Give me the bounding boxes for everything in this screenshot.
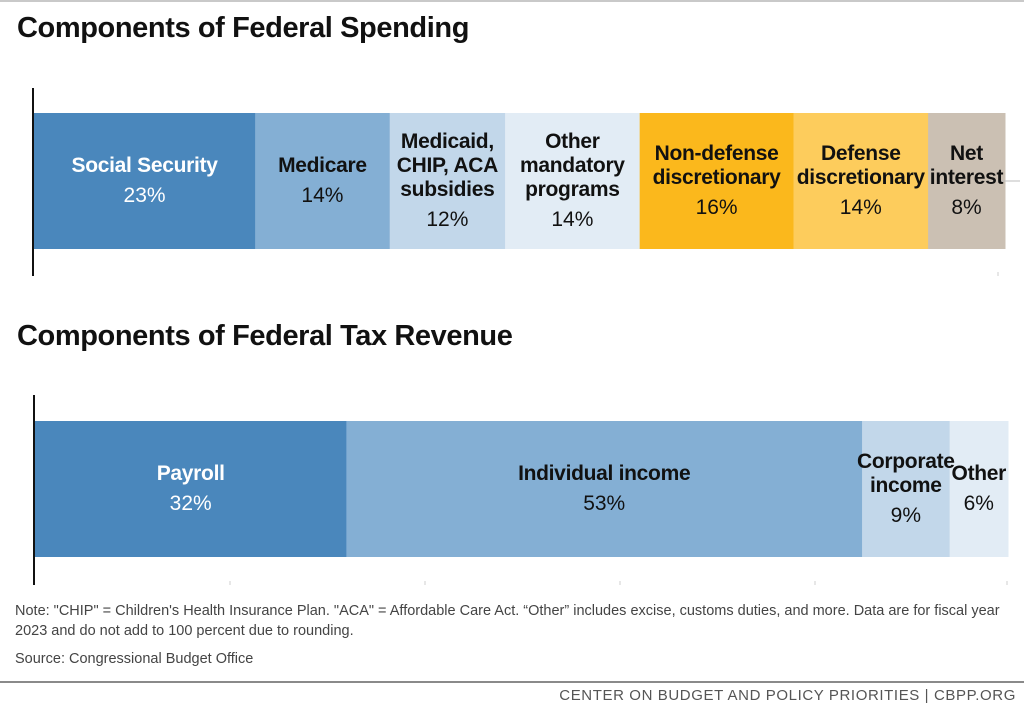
segment-name-line: CHIP, ACA [396, 154, 498, 177]
segment-name: Individual income [518, 462, 691, 486]
spending-segment-7 [928, 113, 1006, 249]
segment-name-line: discretionary [796, 166, 925, 189]
segment-value-label: 9% [890, 504, 921, 527]
segment-name-line: Payroll [156, 462, 225, 485]
segment-name: Payroll [157, 462, 225, 486]
chart-source: Source: Congressional Budget Office [15, 651, 254, 667]
segment-name-line: mandatory [520, 154, 625, 177]
revenue-stacked-bar-chart: Payroll 32% Individual income 53% Corporate i… [0, 395, 1024, 585]
revenue-segment-1 [35, 421, 347, 557]
segment-name: Net interest [929, 142, 1004, 190]
segment-name-line: Other [951, 462, 1007, 485]
segment-value-label: 14% [551, 208, 594, 231]
spending-segment-6 [793, 113, 929, 249]
chart-note: Note: "CHIP" = Children's Health Insuran… [15, 603, 1000, 639]
segment-name-line: Medicaid, [400, 130, 494, 153]
revenue-segment-label: Individual income 53% [346, 421, 862, 557]
segment-value-label: 6% [963, 492, 994, 515]
spending-segment-label: Non-defense discretionary 16% [640, 113, 794, 249]
segment-name-line: discretionary [652, 166, 781, 189]
spending-chart-title: Components of Federal Spending [17, 12, 470, 44]
segment-name-line: Defense [820, 142, 901, 165]
segment-name: Non-defense discretionary [653, 142, 781, 190]
spending-svg [32, 88, 1020, 276]
segment-name: Medicare [278, 154, 367, 178]
footer-rule [0, 681, 1024, 683]
revenue-segment-2 [346, 421, 863, 557]
spending-segment-1 [34, 113, 256, 249]
segment-value-label: 8% [951, 196, 982, 219]
segment-name: Other [952, 462, 1007, 486]
spending-segment-label: Medicare 14% [255, 113, 390, 249]
segment-value-label: 16% [695, 196, 738, 219]
segment-name-line: Corporate [857, 450, 955, 473]
revenue-chart-title: Components of Federal Tax Revenue [17, 320, 513, 352]
segment-value-label: 14% [839, 196, 882, 219]
segment-value-label: 23% [123, 184, 166, 207]
spending-segment-2 [255, 113, 391, 249]
segment-name-line: Social Security [71, 154, 218, 177]
spending-segment-label: Other mandatory programs 14% [505, 113, 640, 249]
segment-name-line: interest [929, 166, 1004, 189]
revenue-segment-label: Corporate income 9% [857, 421, 955, 557]
spending-segment-label: Net interest 8% [928, 113, 1005, 249]
segment-name-line: income [869, 474, 942, 497]
spending-stacked-bar-chart: Social Security 23% Medicare 14% Medicaid, CH… [0, 88, 1024, 276]
footer-credit: CENTER ON BUDGET AND POLICY PRIORITIES |… [559, 687, 1016, 704]
revenue-segment-label: Payroll 32% [35, 421, 346, 557]
revenue-segment-4 [949, 421, 1009, 557]
spending-segment-label: Defense discretionary 14% [793, 113, 928, 249]
segment-value-label: 32% [169, 492, 212, 515]
segment-name: Corporate income [857, 450, 955, 498]
spending-segment-label: Social Security 23% [34, 113, 255, 249]
segment-name: Medicaid, CHIP, ACA subsidies [397, 130, 498, 202]
segment-name-line: Medicare [278, 154, 367, 177]
segment-name-line: Individual income [518, 462, 691, 485]
spending-segment-label: Medicaid, CHIP, ACA subsidies 12% [390, 113, 505, 249]
segment-value-label: 12% [426, 208, 469, 231]
segment-name-line: Other [545, 130, 600, 153]
segment-value-label: 53% [583, 492, 626, 515]
top-rule [0, 0, 1024, 2]
segment-name: Defense discretionary [797, 142, 925, 190]
spending-segment-4 [505, 113, 641, 249]
segment-value-label: 14% [301, 184, 344, 207]
segment-name-line: Net [950, 142, 983, 165]
segment-name-line: programs [525, 178, 620, 201]
segment-name-line: Non-defense [654, 142, 779, 165]
spending-segment-3 [389, 113, 506, 249]
spending-segment-5 [639, 113, 794, 249]
revenue-svg [33, 395, 1009, 585]
revenue-segment-label: Other 6% [950, 421, 1008, 557]
segment-name: Other mandatory programs [520, 130, 625, 202]
segment-name-line: subsidies [400, 178, 495, 201]
segment-name: Social Security [72, 154, 218, 178]
revenue-segment-3 [862, 421, 951, 557]
